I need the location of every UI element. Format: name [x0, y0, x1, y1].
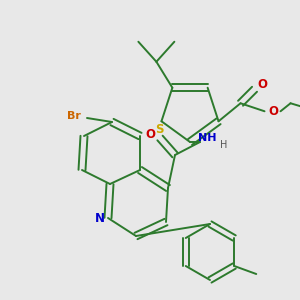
Text: H: H [220, 140, 228, 150]
Text: N: N [95, 212, 105, 224]
Text: S: S [155, 123, 164, 136]
Text: Br: Br [67, 111, 81, 121]
Text: NH: NH [198, 133, 216, 143]
Text: O: O [268, 105, 278, 118]
Text: O: O [257, 78, 268, 91]
Text: O: O [145, 128, 155, 142]
